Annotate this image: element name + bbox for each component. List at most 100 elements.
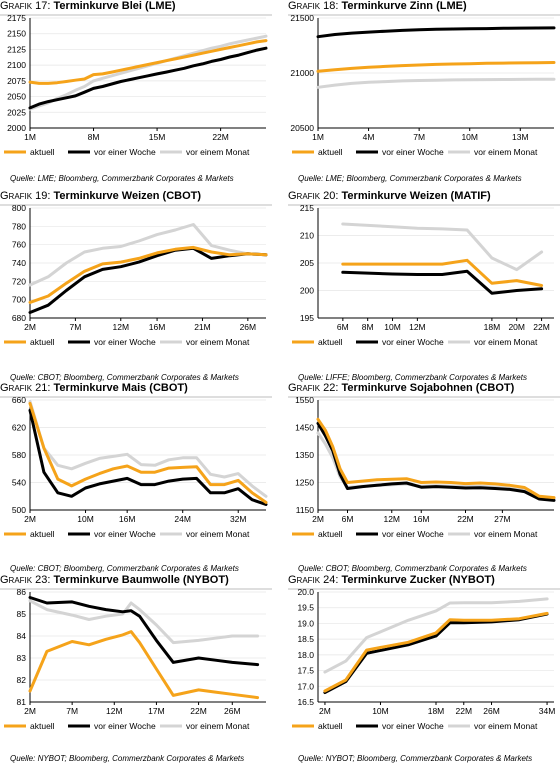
y-tick-label: 800 <box>12 203 26 213</box>
chart-svg: 2000 2025 2050 2075 2100 2125 2150 2175 1M 8M 15M 2… <box>0 13 272 157</box>
y-tick-label: 1450 <box>295 423 314 433</box>
y-tick-label: 680 <box>12 313 26 323</box>
chart-svg: 16.5 17.0 17.5 18.0 18.5 19.0 19.5 20.0 2M 10M 18M… <box>288 587 560 731</box>
y-tick-label: 500 <box>12 505 26 515</box>
legend-label: vor einem Monat <box>186 529 250 539</box>
chart-source-24: Quelle: NYBOT; Bloomberg, Commerzbank Co… <box>298 754 533 763</box>
x-tick-label: 16M <box>413 514 430 524</box>
chart-panel-18: Grafik 18: Terminkurve Zinn (LME) 20500 21… <box>288 0 560 185</box>
legend-label: vor einer Woche <box>94 721 156 731</box>
series-line-aktuell <box>316 417 556 500</box>
series-line-vor-einem-Monat <box>323 597 549 674</box>
legend-label: vor einer Woche <box>382 721 444 731</box>
x-tick-label: 8M <box>362 322 374 332</box>
y-tick-label: 195 <box>300 313 314 323</box>
legend-label: vor einer Woche <box>94 529 156 539</box>
y-tick-label: 1550 <box>295 395 314 405</box>
y-tick-label: 2075 <box>7 76 26 86</box>
series-line-aktuell <box>28 39 268 85</box>
x-tick-label: 27M <box>494 514 511 524</box>
y-tick-label: 2050 <box>7 92 26 102</box>
series-line-vor-einem-Monat <box>341 222 544 272</box>
chart-source-19: Quelle: CBOT; Bloomberg, Commerzbank Cor… <box>10 373 239 382</box>
x-tick-label: 6M <box>342 514 354 524</box>
y-tick-label: 2000 <box>7 123 26 133</box>
chart-source-20: Quelle: LIFFE; Bloomberg, Commerzbank Co… <box>298 373 527 382</box>
x-tick-label: 7M <box>66 706 78 716</box>
x-tick-label: 17M <box>148 706 165 716</box>
chart-panel-19: Grafik 19: Terminkurve Weizen (CBOT) 680 7… <box>0 190 272 375</box>
y-tick-label: 700 <box>12 295 26 305</box>
y-tick-label: 18.0 <box>297 650 314 660</box>
y-tick-label: 16.5 <box>297 697 314 707</box>
chart-title-text: Terminkurve Weizen (MATIF) <box>341 190 491 202</box>
chart-title: Grafik 24: Terminkurve Zucker (NYBOT) <box>288 574 560 588</box>
chart-svg: 195 200 205 210 215 6M 8M 10M 12M 18M 20M 22M aktuel… <box>288 203 560 347</box>
x-tick-label: 4M <box>363 132 375 142</box>
x-tick-label: 32M <box>230 514 247 524</box>
y-tick-label: 83 <box>17 653 27 663</box>
legend-label: vor einer Woche <box>94 147 156 157</box>
x-tick-label: 13M <box>512 132 529 142</box>
chart-title-number: 19: <box>35 190 54 202</box>
x-tick-label: 16M <box>119 514 136 524</box>
series-line-vor-einem-Monat <box>28 599 260 645</box>
x-tick-label: 7M <box>69 322 81 332</box>
chart-source-23: Quelle: NYBOT; Bloomberg, Commerzbank Co… <box>10 754 245 763</box>
x-tick-label: 12M <box>112 322 129 332</box>
chart-title-number: 24: <box>323 574 342 586</box>
legend-label: aktuell <box>318 721 343 731</box>
x-tick-label: 15M <box>149 132 166 142</box>
legend-label: vor einer Woche <box>382 529 444 539</box>
y-tick-label: 2175 <box>7 13 26 23</box>
x-tick-label: 2M <box>319 706 331 716</box>
chart-svg: 81 82 83 84 85 86 2M 7M 12M 17M 22M 26M aktuell vor e… <box>0 587 272 731</box>
legend-label: vor einem Monat <box>474 721 538 731</box>
x-tick-label: 10M <box>461 132 478 142</box>
x-tick-label: 22M <box>533 322 550 332</box>
legend-label: vor einem Monat <box>186 337 250 347</box>
chart-title-number: 18: <box>323 0 342 12</box>
y-tick-label: 2100 <box>7 60 26 70</box>
chart-panel-22: Grafik 22: Terminkurve Sojabohnen (CBOT)… <box>288 382 560 567</box>
chart-title-prefix: Grafik <box>288 190 324 202</box>
y-tick-label: 205 <box>300 258 314 268</box>
y-tick-label: 21500 <box>290 13 314 23</box>
chart-title: Grafik 19: Terminkurve Weizen (CBOT) <box>0 190 272 204</box>
chart-title-number: 20: <box>323 190 342 202</box>
x-tick-label: 26M <box>240 322 257 332</box>
chart-title-prefix: Grafik <box>288 574 324 586</box>
chart-panel-17: Grafik 17: Terminkurve Blei (LME) 2000 202… <box>0 0 272 185</box>
chart-source-17: Quelle: LME; Bloomberg, Commerzbank Corp… <box>10 174 234 183</box>
chart-title-number: 23: <box>35 574 54 586</box>
x-tick-label: 16M <box>149 322 166 332</box>
legend-label: vor einer Woche <box>382 337 444 347</box>
legend-label: aktuell <box>30 721 55 731</box>
x-tick-label: 12M <box>409 322 426 332</box>
chart-svg: 1150 1250 1350 1450 1550 2M 6M 12M 16M 22M 27M aktu… <box>288 395 560 539</box>
x-tick-label: 8M <box>88 132 100 142</box>
y-tick-label: 85 <box>17 609 27 619</box>
series-line-vor-einer-Woche <box>341 269 544 295</box>
chart-svg: 20500 21000 21500 1M 4M 7M 10M 13M aktuell vor ei… <box>288 13 560 157</box>
x-tick-label: 18M <box>428 706 445 716</box>
chart-source-21: Quelle: CBOT; Bloomberg, Commerzbank Cor… <box>10 564 239 573</box>
y-tick-label: 82 <box>17 675 27 685</box>
series-line-vor-einer-Woche <box>28 408 268 506</box>
y-tick-label: 2125 <box>7 44 26 54</box>
y-tick-label: 19.0 <box>297 618 314 628</box>
chart-title-prefix: Grafik <box>288 0 324 12</box>
x-tick-label: 1M <box>312 132 324 142</box>
y-tick-label: 21000 <box>290 68 314 78</box>
series-line-vor-einem-Monat <box>28 223 268 287</box>
legend-label: aktuell <box>318 337 343 347</box>
y-tick-label: 200 <box>300 286 314 296</box>
y-tick-label: 740 <box>12 258 26 268</box>
x-tick-label: 22M <box>212 132 229 142</box>
y-tick-label: 620 <box>12 423 26 433</box>
y-tick-label: 1350 <box>295 450 314 460</box>
y-tick-label: 2025 <box>7 107 26 117</box>
chart-title-prefix: Grafik <box>0 574 36 586</box>
y-tick-label: 660 <box>12 395 26 405</box>
y-tick-label: 17.5 <box>297 666 314 676</box>
